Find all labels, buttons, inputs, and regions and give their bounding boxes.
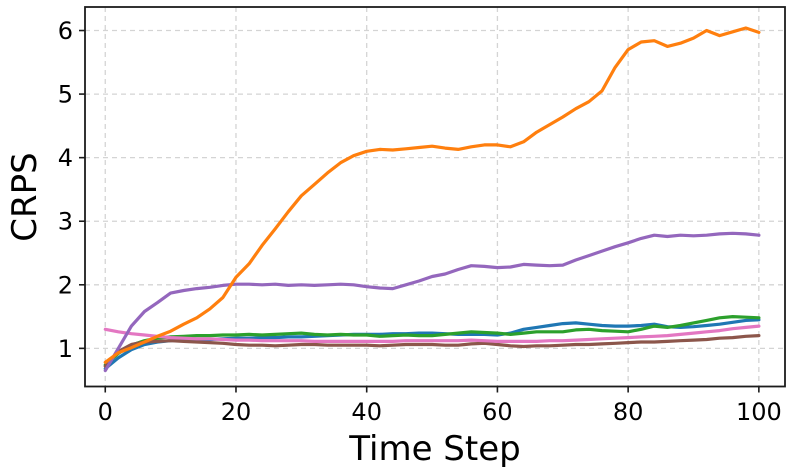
x-tick-label-20: 20 (221, 398, 252, 426)
series-line-purple (103, 231, 761, 373)
x-tick-label-60: 60 (482, 398, 513, 426)
x-tick-label-80: 80 (613, 398, 644, 426)
grid-layer (85, 7, 785, 387)
x-tick-label-100: 100 (736, 398, 782, 426)
series-line-green (103, 315, 761, 367)
y-tick-label-3: 3 (58, 208, 73, 236)
plot-spines (84, 6, 786, 388)
series-layer (103, 26, 761, 373)
y-tick-label-2: 2 (58, 271, 73, 299)
y-axis-label: CRPS (5, 152, 45, 241)
y-tick-label-4: 4 (58, 144, 73, 172)
y-tick-label-5: 5 (58, 81, 73, 109)
x-axis-label: Time Step (348, 429, 520, 469)
series-line-pink (103, 324, 761, 343)
series-line-orange (103, 26, 761, 364)
x-tick-label-40: 40 (351, 398, 382, 426)
y-tick-label-6: 6 (58, 17, 73, 45)
axis-layer: 0 20 40 60 80 100 1 2 3 4 5 6 (58, 6, 786, 426)
x-tick-label-0: 0 (98, 398, 113, 426)
y-tick-label-1: 1 (58, 335, 73, 363)
series-line-brown (103, 334, 761, 368)
